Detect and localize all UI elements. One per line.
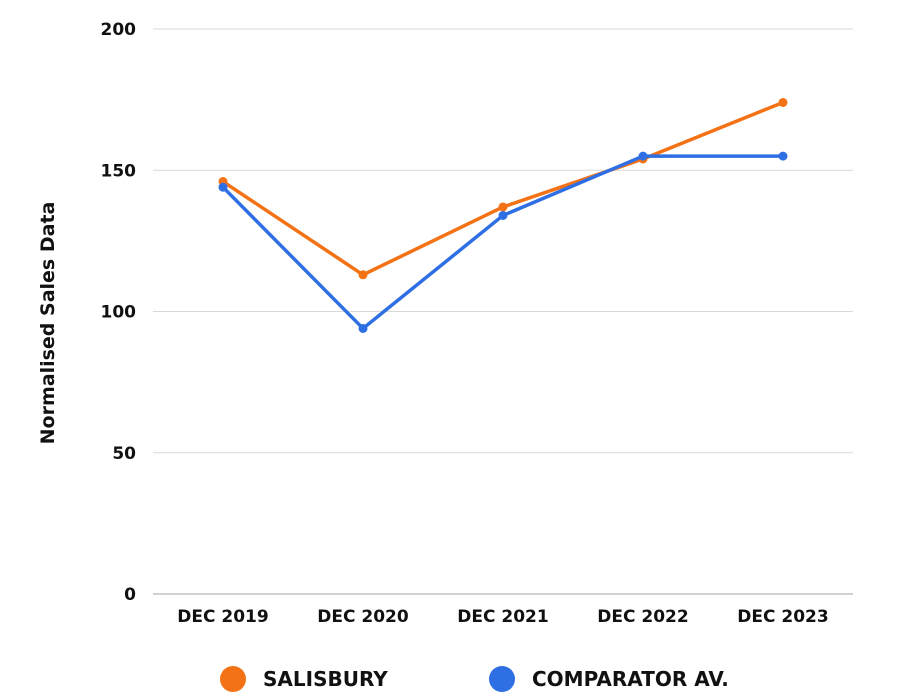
data-point [498,210,508,220]
legend-marker [489,666,515,692]
series-line [221,154,785,331]
y-tick-label: 100 [101,303,137,323]
data-point [218,182,228,192]
gridlines [153,28,853,595]
x-tick-label: DEC 2022 [597,607,688,627]
data-point [358,270,368,280]
data-point [778,151,788,161]
x-tick-label: DEC 2021 [457,607,548,627]
series-group [218,151,788,333]
data-point [358,323,368,333]
series-line [221,100,785,277]
data-point [638,151,648,161]
x-tick-label: DEC 2023 [737,607,828,627]
y-axis-title: Normalised Sales Data [37,202,59,445]
x-tick-label: DEC 2019 [177,607,268,627]
y-tick-label: 150 [101,161,137,181]
y-axis-ticks: 0 50 100 150 200 [101,20,137,605]
series-group [218,97,788,280]
legend-item: SALISBURY [220,666,388,692]
data-point [498,202,508,212]
legend: SALISBURY COMPARATOR AV. [220,666,729,692]
series-lines [218,97,788,333]
x-axis-ticks: DEC 2019 DEC 2020 DEC 2021 DEC 2022 DEC 2023 [177,607,828,627]
legend-label: SALISBURY [263,667,388,691]
legend-label: COMPARATOR AV. [532,667,729,691]
legend-item: COMPARATOR AV. [489,666,729,692]
y-tick-label: 200 [101,20,137,40]
x-tick-label: DEC 2020 [317,607,409,627]
y-tick-label: 50 [112,444,136,464]
y-tick-label: 0 [124,585,136,605]
legend-marker [220,666,246,692]
data-point [778,97,788,107]
